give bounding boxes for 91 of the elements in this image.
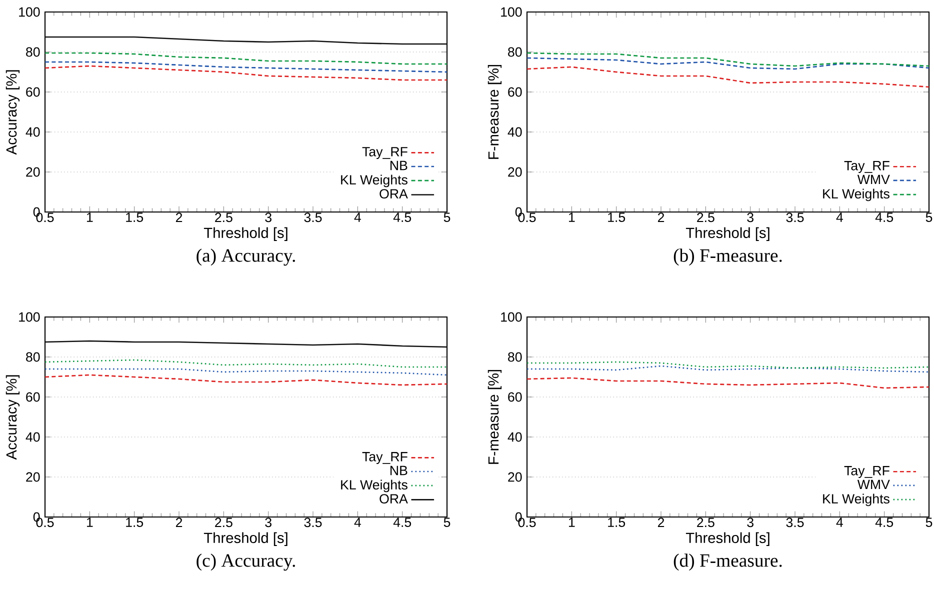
legend-label: Tay_RF xyxy=(844,466,890,478)
x-tick-label: 4.5 xyxy=(875,518,894,527)
x-tick-label: 4.5 xyxy=(393,212,412,222)
y-tick-label: 60 xyxy=(26,87,40,97)
line-series xyxy=(45,359,448,368)
x-tick-label: 1 xyxy=(568,518,575,527)
x-tick-label: 5 xyxy=(926,212,932,222)
legend-label: ORA xyxy=(380,189,408,199)
x-tick-label: 2 xyxy=(176,212,182,222)
text: (b) F-measure. xyxy=(674,248,782,266)
y-tick-label: 40 xyxy=(26,127,40,137)
y-tick-label: 20 xyxy=(26,472,40,482)
x-tick-label: 3 xyxy=(747,518,754,528)
x-tick-label: 1.5 xyxy=(608,518,626,527)
x-tick-label: 5 xyxy=(926,518,932,527)
x-axis-title: Threshold [s] xyxy=(204,227,288,241)
legend-label: KL Weights xyxy=(341,174,408,188)
x-tick-label: 3 xyxy=(265,212,272,222)
y-tick-label: 20 xyxy=(26,167,40,177)
text: (d) F-measure. xyxy=(674,554,782,571)
y-axis-title: Accuracy [%] xyxy=(6,70,20,155)
y-tick-label: 100 xyxy=(19,312,40,322)
y-axis-title: F-measure [%] xyxy=(488,64,502,159)
text: (a) Accuracy. xyxy=(196,248,295,266)
x-axis-title: Threshold [s] xyxy=(686,532,770,546)
x-tick-label: 2.5 xyxy=(697,518,714,528)
y-tick-label: 60 xyxy=(508,392,522,402)
legend-label: WMV xyxy=(857,480,890,490)
x-tick-label: 2.5 xyxy=(697,212,714,222)
y-tick-label: 100 xyxy=(19,7,40,17)
legend-label: KL Weights xyxy=(823,188,890,202)
y-axis-title: Accuracy [%] xyxy=(6,375,20,460)
line-series xyxy=(527,57,930,70)
legend-label: WMV xyxy=(857,174,890,184)
x-tick-label: 1.5 xyxy=(126,212,144,222)
line-series xyxy=(527,52,930,67)
x-axis-title: Threshold [s] xyxy=(204,532,288,546)
line-series xyxy=(45,374,448,386)
line-series xyxy=(45,65,448,81)
x-tick-label: 4 xyxy=(354,212,361,222)
line-series xyxy=(45,52,448,65)
legend-label: ORA xyxy=(380,494,408,504)
y-tick-label: 80 xyxy=(508,352,522,362)
legend-label: KL Weights xyxy=(823,494,890,506)
x-tick-label: 2 xyxy=(658,518,664,528)
x-tick-label: 3.5 xyxy=(786,518,804,528)
x-tick-label: 2 xyxy=(658,212,664,222)
line-series xyxy=(527,66,930,88)
y-tick-label: 100 xyxy=(501,7,522,17)
x-axis-title: Threshold [s] xyxy=(686,227,770,241)
x-tick-label: 3.5 xyxy=(786,212,804,222)
x-tick-label: 3 xyxy=(265,518,272,528)
x-tick-label: 3 xyxy=(747,212,754,222)
x-tick-label: 4 xyxy=(836,518,843,527)
y-tick-label: 40 xyxy=(508,127,522,137)
x-tick-label: 3.5 xyxy=(304,212,322,222)
x-tick-label: 4 xyxy=(836,212,843,222)
y-axis-title: F-measure [%] xyxy=(488,370,502,464)
legend-label: KL Weights xyxy=(341,480,408,492)
x-tick-label: 1 xyxy=(568,212,575,222)
y-tick-label: 100 xyxy=(501,312,522,322)
x-tick-label: 3.5 xyxy=(304,518,322,528)
y-tick-label: 80 xyxy=(26,47,40,57)
x-tick-label: 4.5 xyxy=(393,518,412,527)
x-tick-label: 1.5 xyxy=(608,212,626,222)
x-tick-label: 2 xyxy=(176,518,182,528)
x-tick-label: 1.5 xyxy=(126,518,144,527)
y-tick-label: 20 xyxy=(508,167,522,177)
legend-label: Tay_RF xyxy=(844,161,890,173)
x-tick-label: 4.5 xyxy=(875,212,894,222)
y-tick-label: 80 xyxy=(508,47,522,57)
x-tick-label: 1 xyxy=(86,212,93,222)
legend-label: NB xyxy=(390,466,408,476)
text: (c) Accuracy. xyxy=(196,554,295,571)
x-tick-label: 1 xyxy=(86,518,93,527)
legend-label: Tay_RF xyxy=(362,452,408,464)
y-tick-label: 40 xyxy=(508,432,522,442)
line-series xyxy=(45,340,448,348)
y-tick-label: 60 xyxy=(508,87,522,97)
y-tick-label: 60 xyxy=(26,392,40,402)
x-tick-label: 5 xyxy=(444,212,450,222)
legend-label: Tay_RF xyxy=(362,147,408,160)
line-series xyxy=(527,361,930,369)
legend-label: NB xyxy=(390,160,408,170)
y-tick-label: 80 xyxy=(26,352,40,362)
x-tick-label: 4 xyxy=(354,518,361,527)
x-tick-label: 5 xyxy=(444,518,450,527)
y-tick-label: 40 xyxy=(26,432,40,442)
y-tick-label: 20 xyxy=(508,472,522,482)
x-tick-label: 2.5 xyxy=(215,212,232,222)
x-tick-label: 2.5 xyxy=(215,518,232,528)
